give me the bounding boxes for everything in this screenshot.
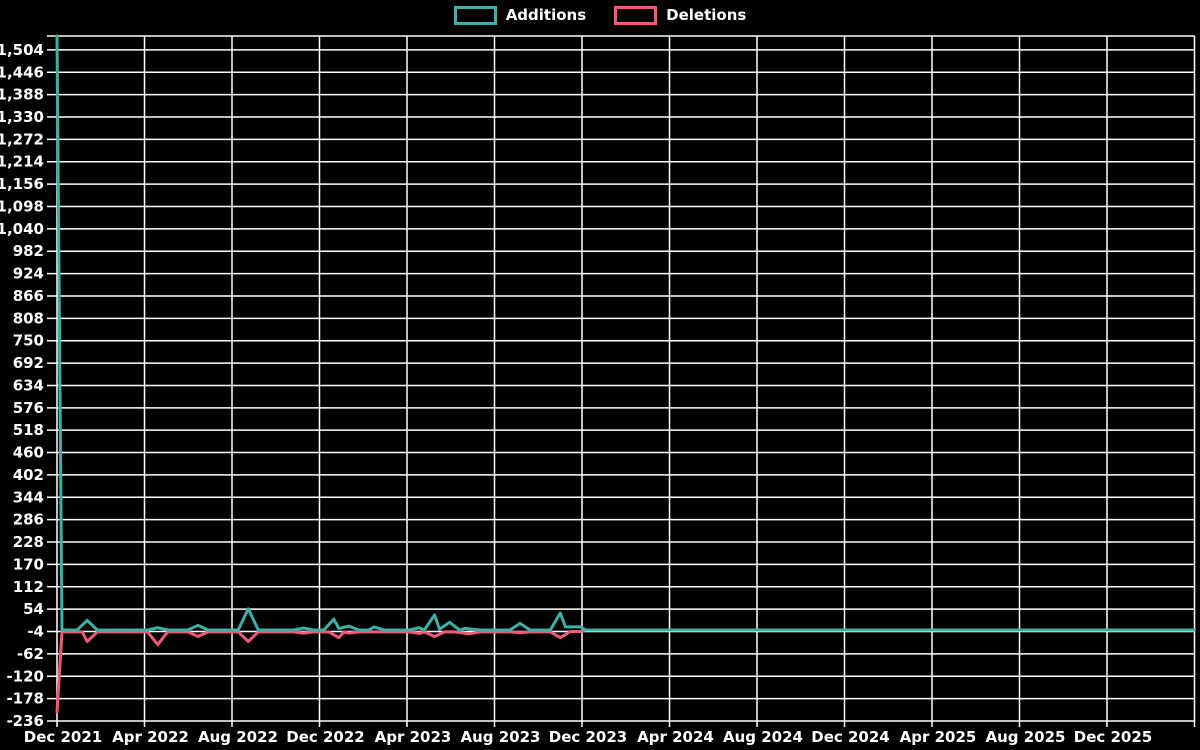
y-axis-tick-labels: 1,504 1,446 1,388 1,330 1,272 1,214 1,156 1,098…: [0, 41, 44, 730]
x-axis-tick-labels: Dec 2021 Apr 2022 Aug 2022 Dec 2022 Apr 2023…: [24, 728, 1153, 746]
y-tick-label: -120: [6, 667, 44, 685]
y-tick-label: 924: [13, 265, 44, 283]
y-tick-label: 576: [13, 399, 44, 417]
y-tick-label: 228: [13, 533, 44, 551]
y-tick-label: 1,446: [0, 63, 44, 81]
y-tick-label: 518: [13, 421, 44, 439]
y-tick-label: 170: [13, 555, 44, 573]
y-tick-label: 1,272: [0, 130, 44, 148]
y-tick-label: 808: [13, 309, 44, 327]
y-tick-label: -62: [17, 645, 44, 663]
x-tick-label: Apr 2023: [375, 728, 452, 746]
y-tick-label: 750: [13, 332, 44, 350]
x-tick-label: Dec 2024: [811, 728, 890, 746]
x-tick-label: Dec 2021: [24, 728, 103, 746]
x-tick-label: Apr 2022: [112, 728, 189, 746]
y-tick-label: 1,330: [0, 108, 44, 126]
grid-lines: [47, 35, 1196, 727]
y-tick-label: 1,040: [0, 220, 44, 238]
additions-swatch-icon: [453, 6, 497, 25]
y-tick-label: -4: [27, 623, 44, 641]
x-tick-label: Apr 2024: [637, 728, 714, 746]
x-tick-label: Aug 2023: [461, 728, 541, 746]
chart-legend: Additions Deletions: [0, 6, 1200, 25]
x-tick-label: Dec 2023: [549, 728, 628, 746]
y-tick-label: 54: [23, 600, 44, 618]
x-tick-label: Dec 2025: [1074, 728, 1153, 746]
y-tick-label: 692: [13, 354, 44, 372]
y-tick-label: 112: [13, 578, 44, 596]
x-tick-label: Apr 2025: [900, 728, 977, 746]
y-tick-label: 402: [13, 466, 44, 484]
y-tick-label: -236: [6, 712, 44, 730]
y-tick-label: 1,098: [0, 197, 44, 215]
y-tick-label: 1,504: [0, 41, 44, 59]
y-tick-label: 982: [13, 242, 44, 260]
x-tick-label: Aug 2025: [986, 728, 1066, 746]
y-tick-label: 460: [13, 444, 44, 462]
y-tick-label: -178: [6, 690, 44, 708]
additions-legend-label: Additions: [505, 6, 587, 24]
y-tick-label: 1,388: [0, 86, 44, 104]
legend-item-additions[interactable]: Additions: [453, 6, 587, 25]
deletions-swatch-icon: [614, 6, 658, 25]
additions-line: [55, 34, 1196, 632]
deletions-line: [55, 628, 1196, 714]
x-tick-label: Dec 2022: [286, 728, 365, 746]
deletions-legend-label: Deletions: [666, 6, 747, 24]
x-tick-label: Aug 2022: [198, 728, 278, 746]
y-tick-label: 1,214: [0, 153, 44, 171]
y-tick-label: 1,156: [0, 175, 44, 193]
legend-item-deletions[interactable]: Deletions: [614, 6, 746, 25]
x-tick-label: Aug 2024: [723, 728, 803, 746]
y-tick-label: 866: [13, 287, 44, 305]
y-tick-label: 286: [13, 511, 44, 529]
y-tick-label: 344: [13, 488, 44, 506]
y-tick-label: 634: [13, 376, 44, 394]
